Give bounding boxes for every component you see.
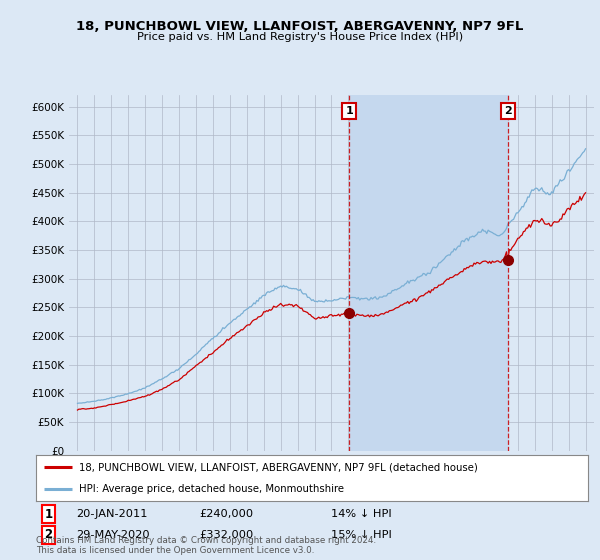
Text: 15% ↓ HPI: 15% ↓ HPI bbox=[331, 530, 392, 540]
Text: 29-MAY-2020: 29-MAY-2020 bbox=[76, 530, 149, 540]
Text: Price paid vs. HM Land Registry's House Price Index (HPI): Price paid vs. HM Land Registry's House … bbox=[137, 32, 463, 43]
Text: 1: 1 bbox=[44, 508, 52, 521]
Text: 1: 1 bbox=[346, 106, 353, 116]
Text: 2: 2 bbox=[44, 528, 52, 541]
Text: £240,000: £240,000 bbox=[199, 509, 253, 519]
Bar bbox=[349, 95, 508, 451]
Text: 14% ↓ HPI: 14% ↓ HPI bbox=[331, 509, 392, 519]
Text: 18, PUNCHBOWL VIEW, LLANFOIST, ABERGAVENNY, NP7 9FL (detached house): 18, PUNCHBOWL VIEW, LLANFOIST, ABERGAVEN… bbox=[79, 462, 478, 472]
Text: £332,000: £332,000 bbox=[199, 530, 253, 540]
Text: Contains HM Land Registry data © Crown copyright and database right 2024.
This d: Contains HM Land Registry data © Crown c… bbox=[36, 536, 376, 555]
Text: 18, PUNCHBOWL VIEW, LLANFOIST, ABERGAVENNY, NP7 9FL: 18, PUNCHBOWL VIEW, LLANFOIST, ABERGAVEN… bbox=[76, 20, 524, 32]
Text: 20-JAN-2011: 20-JAN-2011 bbox=[76, 509, 147, 519]
Text: 2: 2 bbox=[504, 106, 512, 116]
Text: HPI: Average price, detached house, Monmouthshire: HPI: Average price, detached house, Monm… bbox=[79, 484, 344, 494]
